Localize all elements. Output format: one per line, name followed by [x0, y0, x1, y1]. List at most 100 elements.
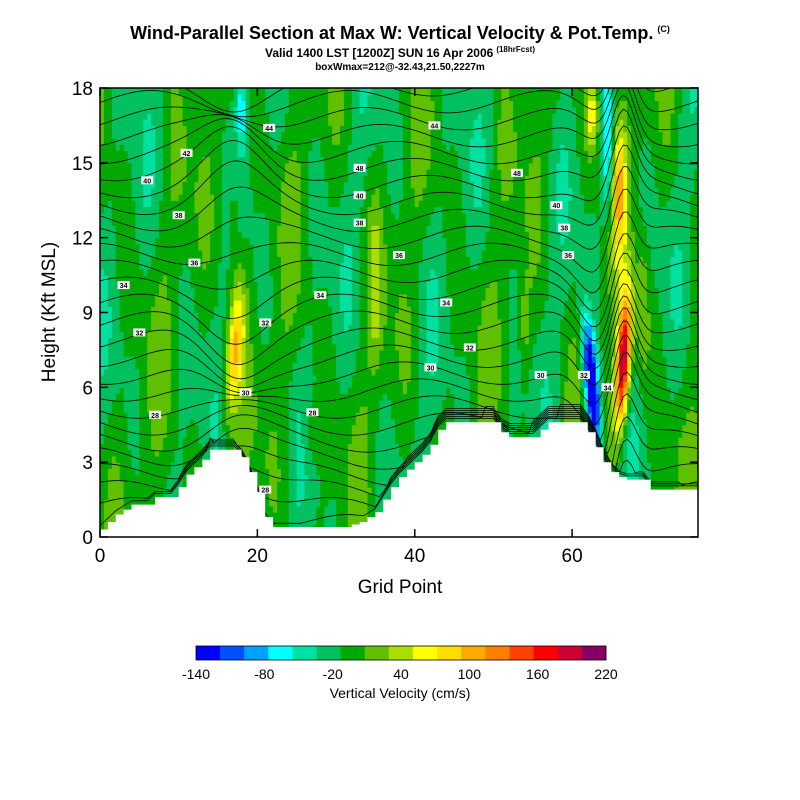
- velocity-cell: [367, 487, 373, 494]
- velocity-cell: [351, 100, 357, 108]
- velocity-cell: [178, 318, 184, 326]
- velocity-cell: [206, 156, 211, 164]
- velocity-cell: [115, 268, 121, 276]
- velocity-cell: [367, 243, 373, 251]
- velocity-cell: [225, 100, 231, 108]
- velocity-cell: [347, 256, 353, 264]
- velocity-cell: [277, 187, 282, 195]
- velocity-cell: [182, 343, 188, 351]
- velocity-cell: [237, 399, 243, 407]
- velocity-cell: [277, 437, 282, 445]
- velocity-cell: [103, 331, 109, 339]
- velocity-cell: [155, 268, 160, 276]
- velocity-cell: [280, 455, 286, 463]
- velocity-cell: [229, 256, 235, 264]
- velocity-cell: [280, 275, 286, 282]
- velocity-cell: [277, 275, 282, 282]
- velocity-cell: [170, 300, 176, 307]
- velocity-cell: [280, 487, 286, 494]
- velocity-cell: [131, 474, 136, 482]
- velocity-cell: [343, 480, 349, 488]
- velocity-cell: [103, 524, 109, 532]
- velocity-cell: [257, 287, 262, 295]
- velocity-cell: [206, 262, 211, 270]
- velocity-cell: [300, 406, 306, 413]
- velocity-cell: [186, 112, 192, 120]
- velocity-cell: [131, 412, 136, 420]
- velocity-cell: [288, 268, 294, 276]
- velocity-cell: [103, 162, 109, 170]
- velocity-cell: [280, 112, 286, 120]
- velocity-cell: [257, 231, 262, 239]
- velocity-cell: [186, 387, 192, 395]
- velocity-cell: [135, 455, 140, 463]
- velocity-cell: [186, 343, 192, 351]
- velocity-cell: [139, 387, 144, 395]
- velocity-cell: [100, 88, 105, 95]
- velocity-cell: [269, 430, 274, 438]
- velocity-cell: [119, 156, 125, 164]
- velocity-cell: [253, 212, 258, 220]
- velocity-cell: [237, 418, 243, 426]
- velocity-cell: [316, 399, 321, 407]
- velocity-cell: [300, 144, 306, 151]
- velocity-cell: [174, 406, 180, 413]
- velocity-cell: [280, 162, 286, 170]
- velocity-cell: [245, 287, 251, 295]
- velocity-cell: [190, 362, 196, 370]
- velocity-cell: [265, 106, 270, 114]
- velocity-cell: [292, 231, 298, 239]
- velocity-cell: [174, 399, 180, 407]
- velocity-cell: [166, 324, 172, 332]
- velocity-cell: [363, 468, 369, 476]
- velocity-cell: [166, 256, 172, 264]
- velocity-cell: [300, 393, 306, 401]
- velocity-cell: [119, 137, 125, 145]
- velocity-cell: [178, 281, 184, 289]
- velocity-cell: [115, 194, 121, 201]
- velocity-cell: [328, 237, 333, 245]
- velocity-cell: [316, 218, 321, 226]
- velocity-cell: [284, 137, 290, 145]
- velocity-cell: [210, 324, 215, 332]
- velocity-cell: [139, 293, 144, 301]
- velocity-cell: [103, 275, 109, 282]
- velocity-cell: [265, 312, 270, 320]
- velocity-cell: [194, 337, 199, 345]
- velocity-cell: [304, 175, 310, 183]
- velocity-cell: [151, 268, 156, 276]
- velocity-cell: [111, 518, 117, 526]
- velocity-cell: [277, 131, 282, 139]
- velocity-cell: [100, 399, 105, 407]
- velocity-cell: [355, 181, 361, 189]
- velocity-cell: [103, 449, 109, 457]
- velocity-cell: [139, 324, 144, 332]
- velocity-cell: [194, 368, 199, 376]
- velocity-cell: [261, 468, 266, 476]
- velocity-cell: [269, 443, 274, 451]
- velocity-cell: [351, 455, 357, 463]
- velocity-cell: [339, 399, 345, 407]
- velocity-cell: [214, 287, 219, 295]
- velocity-cell: [218, 399, 223, 407]
- velocity-cell: [162, 381, 168, 388]
- velocity-cell: [127, 169, 133, 176]
- velocity-cell: [343, 275, 349, 282]
- velocity-cell: [135, 237, 140, 245]
- velocity-cell: [284, 474, 290, 482]
- velocity-cell: [245, 162, 251, 170]
- velocity-cell: [343, 318, 349, 326]
- velocity-cell: [139, 337, 144, 345]
- velocity-cell: [300, 493, 306, 501]
- velocity-cell: [296, 512, 302, 519]
- velocity-cell: [103, 406, 109, 413]
- velocity-cell: [320, 306, 325, 314]
- velocity-cell: [300, 150, 306, 158]
- velocity-cell: [269, 487, 274, 494]
- velocity-cell: [347, 187, 353, 195]
- velocity-cell: [186, 131, 192, 139]
- velocity-cell: [131, 387, 136, 395]
- velocity-cell: [159, 374, 164, 382]
- velocity-cell: [284, 275, 290, 282]
- velocity-cell: [151, 281, 156, 289]
